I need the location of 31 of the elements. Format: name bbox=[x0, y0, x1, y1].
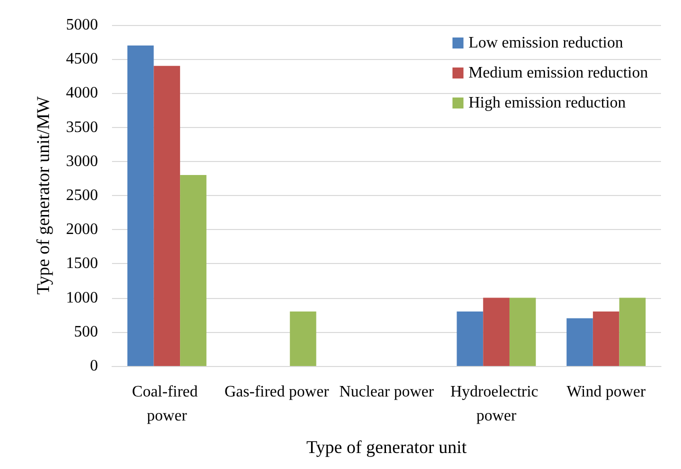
x-tick-label: Coal-fired power bbox=[132, 384, 202, 424]
bar bbox=[566, 318, 593, 366]
y-tick-label: 2500 bbox=[66, 187, 98, 204]
y-axis-title: Type of generator unit/MW bbox=[33, 96, 53, 295]
x-tick-label: Nuclear power bbox=[339, 384, 434, 400]
legend-label: Low emission reduction bbox=[468, 34, 624, 52]
bar bbox=[127, 45, 154, 366]
bar bbox=[456, 311, 484, 366]
x-tick-label: Hydroelectric power bbox=[450, 384, 542, 424]
y-tick-label: 2000 bbox=[66, 221, 98, 238]
bar bbox=[619, 298, 646, 366]
y-tick-label: 1000 bbox=[66, 289, 98, 306]
y-tick-label: 1500 bbox=[66, 255, 98, 272]
bar bbox=[483, 298, 510, 366]
y-tick-label: 500 bbox=[74, 323, 98, 340]
y-tick-label: 3500 bbox=[66, 118, 98, 136]
bar bbox=[290, 311, 316, 366]
legend-label: High emission reduction bbox=[468, 94, 626, 112]
y-tick-label: 3000 bbox=[66, 152, 98, 170]
bar bbox=[509, 298, 536, 366]
bar bbox=[592, 311, 620, 366]
x-tick-label: Wind power bbox=[566, 384, 646, 400]
x-axis-title: Type of generator unit bbox=[306, 437, 467, 457]
x-tick-label: Gas-fired power bbox=[224, 384, 330, 400]
y-tick-label: 0 bbox=[90, 358, 98, 374]
bar bbox=[154, 66, 180, 366]
legend-label: Medium emission reduction bbox=[468, 64, 648, 82]
y-tick-label: 4000 bbox=[66, 84, 98, 102]
bar bbox=[180, 175, 206, 366]
y-tick-label: 5000 bbox=[66, 16, 98, 34]
y-tick-label: 4500 bbox=[66, 50, 98, 68]
